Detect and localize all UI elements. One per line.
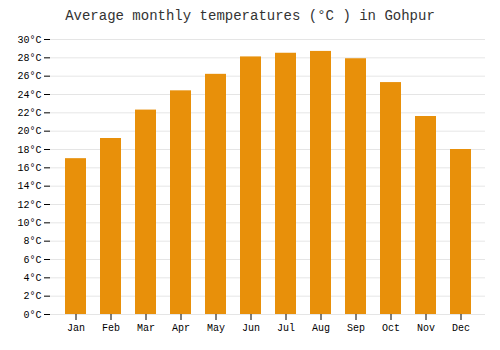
svg-text:Jan: Jan [67, 323, 85, 334]
svg-text:12°C: 12°C [17, 200, 41, 211]
svg-text:Jul: Jul [277, 323, 295, 334]
svg-text:May: May [207, 323, 225, 334]
svg-text:Aug: Aug [312, 323, 330, 334]
svg-text:24°C: 24°C [17, 90, 41, 101]
svg-text:2°C: 2°C [23, 291, 41, 302]
svg-text:8°C: 8°C [23, 236, 41, 247]
svg-text:22°C: 22°C [17, 108, 41, 119]
svg-text:28°C: 28°C [17, 53, 41, 64]
svg-text:Dec: Dec [452, 323, 470, 334]
svg-text:30°C: 30°C [17, 35, 41, 46]
svg-text:Nov: Nov [417, 323, 435, 334]
svg-text:Oct: Oct [382, 323, 400, 334]
svg-text:Mar: Mar [137, 323, 155, 334]
svg-text:0°C: 0°C [23, 310, 41, 321]
svg-text:Jun: Jun [242, 323, 260, 334]
svg-text:18°C: 18°C [17, 145, 41, 156]
svg-text:26°C: 26°C [17, 71, 41, 82]
svg-text:Apr: Apr [172, 323, 190, 334]
svg-text:4°C: 4°C [23, 273, 41, 284]
svg-text:Feb: Feb [102, 323, 120, 334]
svg-text:Sep: Sep [347, 323, 365, 334]
svg-text:10°C: 10°C [17, 218, 41, 229]
svg-text:20°C: 20°C [17, 126, 41, 137]
svg-text:6°C: 6°C [23, 255, 41, 266]
svg-text:14°C: 14°C [17, 181, 41, 192]
html-text:Average monthly temperatures (: Average monthly temperatures (°C ) in Go… [65, 8, 435, 24]
svg-text:16°C: 16°C [17, 163, 41, 174]
